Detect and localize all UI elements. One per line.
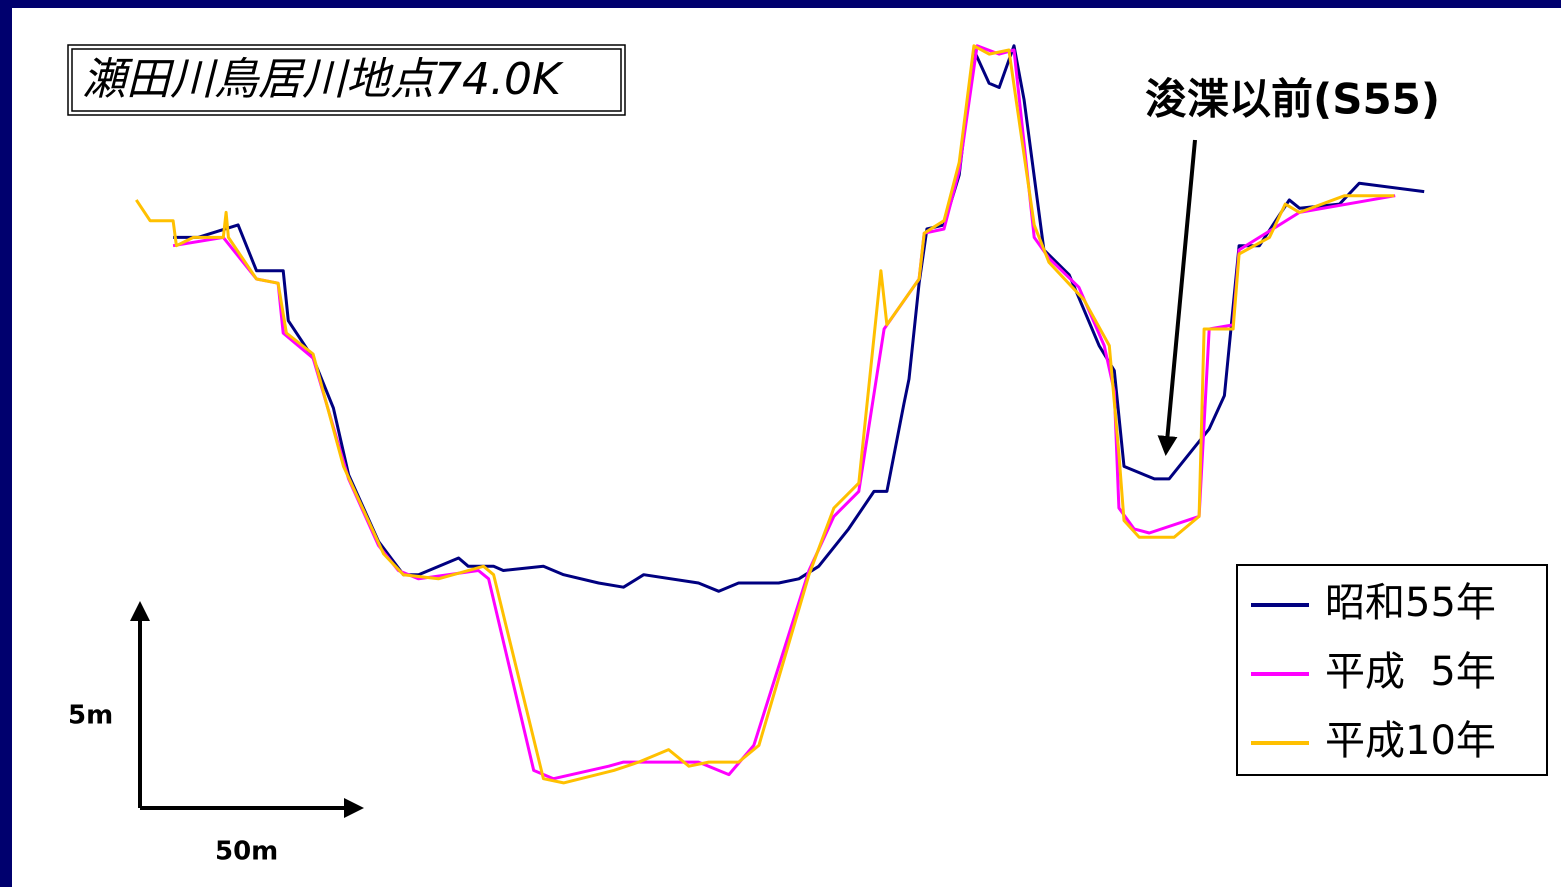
series-group bbox=[135, 44, 1425, 785]
title-frame bbox=[67, 44, 626, 116]
annotation-arrow bbox=[1157, 139, 1197, 456]
legend-box bbox=[1236, 564, 1548, 776]
legend-label: 平成10年 bbox=[1325, 718, 1496, 764]
title-frame-inner bbox=[71, 48, 622, 112]
series-line bbox=[135, 44, 1395, 785]
chart-title: 瀬田川鳥居川地点74.0K bbox=[82, 54, 564, 105]
scale-x-label: 50m bbox=[215, 837, 278, 867]
legend-label: 昭和55年 bbox=[1325, 580, 1496, 626]
scale-y-label: 5m bbox=[68, 701, 113, 731]
legend-label: 平成 5年 bbox=[1325, 649, 1496, 695]
series-line bbox=[173, 44, 1425, 593]
annotation: 浚渫以前(S55) bbox=[1145, 75, 1440, 124]
